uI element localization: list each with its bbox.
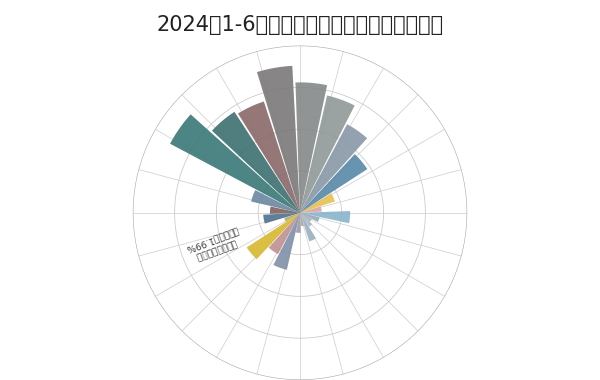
Polygon shape bbox=[247, 213, 300, 259]
Polygon shape bbox=[257, 66, 300, 213]
Polygon shape bbox=[284, 213, 300, 222]
Polygon shape bbox=[300, 213, 312, 222]
Polygon shape bbox=[300, 213, 316, 241]
Polygon shape bbox=[300, 213, 320, 222]
Polygon shape bbox=[295, 82, 327, 213]
Polygon shape bbox=[300, 193, 335, 213]
Text: 江西原保险保费占
全国比重：1.99%: 江西原保险保费占 全国比重：1.99% bbox=[184, 225, 243, 263]
Polygon shape bbox=[300, 206, 322, 213]
Polygon shape bbox=[296, 213, 301, 233]
Polygon shape bbox=[251, 190, 300, 213]
Polygon shape bbox=[270, 207, 300, 214]
Polygon shape bbox=[300, 95, 355, 213]
Polygon shape bbox=[274, 213, 300, 270]
Polygon shape bbox=[300, 124, 367, 213]
Polygon shape bbox=[300, 213, 312, 227]
Text: 2024年1-6月江西原保险保费占全国收入比重: 2024年1-6月江西原保险保费占全国收入比重 bbox=[157, 15, 443, 35]
Polygon shape bbox=[269, 213, 300, 254]
Polygon shape bbox=[170, 114, 300, 213]
Polygon shape bbox=[300, 154, 367, 213]
Polygon shape bbox=[212, 112, 300, 213]
Polygon shape bbox=[238, 101, 300, 213]
Polygon shape bbox=[300, 211, 350, 223]
Polygon shape bbox=[263, 213, 300, 223]
Polygon shape bbox=[300, 213, 304, 226]
